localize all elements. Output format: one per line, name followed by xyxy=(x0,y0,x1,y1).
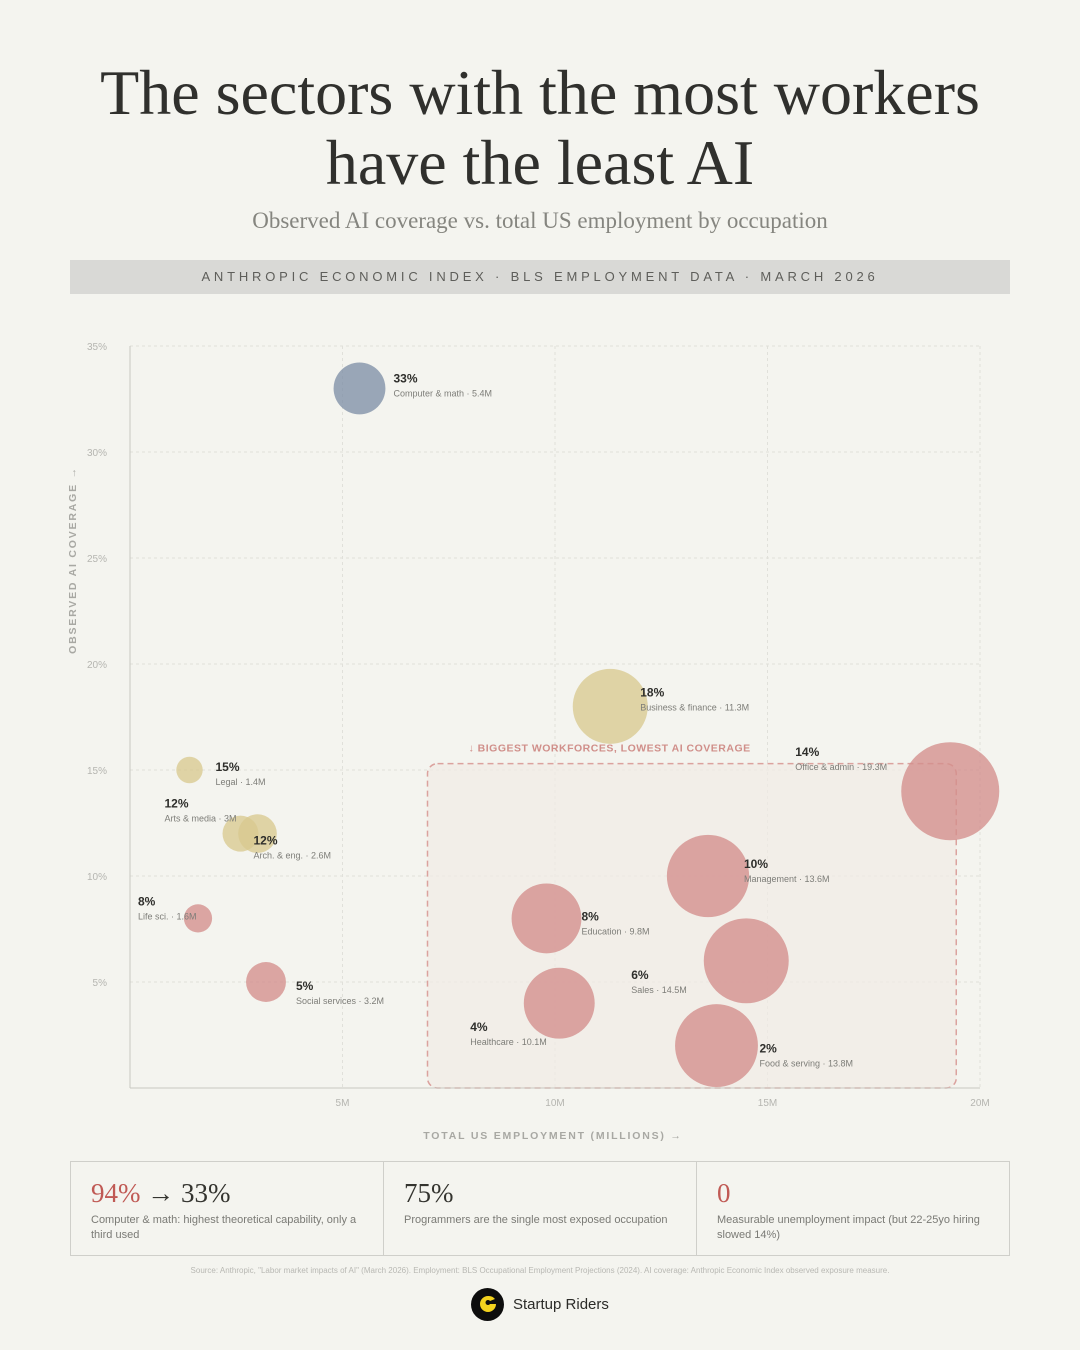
data-label-value: 18% xyxy=(640,685,664,699)
data-label-detail: Social services · 3.2M xyxy=(296,996,384,1006)
stat-description: Programmers are the single most exposed … xyxy=(404,1214,668,1226)
title-line-2: have the least AI xyxy=(325,127,755,198)
x-tick-label: 5M xyxy=(336,1098,350,1109)
data-label-value: 5% xyxy=(296,979,314,993)
bubble-sales xyxy=(703,918,789,1004)
data-label-value: 12% xyxy=(254,834,278,848)
bubble-business-finance xyxy=(572,668,648,744)
highlight-region-label: ↓ BIGGEST WORKFORCES, LOWEST AI COVERAGE xyxy=(469,743,751,755)
source-banner: ANTHROPIC ECONOMIC INDEX · BLS EMPLOYMEN… xyxy=(70,260,1010,294)
stat-value-highlight: 94% xyxy=(91,1178,141,1208)
brand[interactable]: Startup Riders xyxy=(471,1287,609,1321)
stat-value: 75% xyxy=(404,1178,676,1208)
bubble-social-services xyxy=(246,962,286,1002)
data-label-value: 8% xyxy=(138,894,156,908)
data-label-detail: Office & admin · 19.3M xyxy=(795,762,887,772)
stats-row: 94% → 33% Computer & math: highest theor… xyxy=(70,1161,1010,1256)
data-label-value: 4% xyxy=(470,1020,488,1034)
data-label-value: 10% xyxy=(744,857,768,871)
data-label-detail: Computer & math · 5.4M xyxy=(394,388,493,398)
data-label-detail: Healthcare · 10.1M xyxy=(470,1037,547,1047)
data-label-detail: Arts & media · 3M xyxy=(165,814,237,824)
stat-value-rest: 75% xyxy=(404,1178,454,1208)
data-label-value: 8% xyxy=(582,909,600,923)
brand-name: Startup Riders xyxy=(513,1295,609,1313)
startup-riders-logo-icon xyxy=(471,1287,504,1321)
data-label-detail: Food & serving · 13.8M xyxy=(760,1059,854,1069)
y-axis-title: OBSERVED AI COVERAGE → xyxy=(67,466,79,654)
data-label-value: 2% xyxy=(760,1042,778,1056)
stat-value: 0 xyxy=(717,1178,989,1208)
bubble-life-sci xyxy=(183,904,213,933)
y-tick-label: 35% xyxy=(87,342,107,353)
page-title: The sectors with the most workers have t… xyxy=(40,58,1040,198)
title-line-1: The sectors with the most workers xyxy=(100,57,980,128)
data-label-value: 14% xyxy=(795,745,819,759)
data-label-detail: Life sci. · 1.6M xyxy=(138,911,197,921)
x-tick-label: 15M xyxy=(758,1098,777,1109)
y-tick-label: 20% xyxy=(87,660,107,671)
stat-card-programmers: 75% Programmers are the single most expo… xyxy=(384,1162,697,1255)
bubble-food-serving xyxy=(675,1004,758,1088)
page-subtitle: Observed AI coverage vs. total US employ… xyxy=(252,208,828,233)
y-tick-label: 10% xyxy=(87,872,107,883)
stat-value-rest: → 33% xyxy=(140,1178,231,1208)
stat-description: Computer & math: highest theoretical cap… xyxy=(91,1214,357,1241)
bubble-arch-eng xyxy=(222,815,259,852)
data-label-detail: Education · 9.8M xyxy=(582,926,650,936)
bubble-computer-math xyxy=(333,362,386,415)
scatter-chart: ↓ BIGGEST WORKFORCES, LOWEST AI COVERAGE… xyxy=(67,342,1000,1142)
data-label-value: 33% xyxy=(394,371,418,385)
y-tick-label: 30% xyxy=(87,448,107,459)
data-label-value: 15% xyxy=(216,760,240,774)
data-label-value: 12% xyxy=(165,797,189,811)
bubble-healthcare xyxy=(523,967,595,1039)
y-tick-label: 15% xyxy=(87,766,107,777)
data-label-detail: Sales · 14.5M xyxy=(631,985,687,995)
data-label-detail: Legal · 1.4M xyxy=(216,777,266,787)
data-label-value: 6% xyxy=(631,968,649,982)
data-label-detail: Arch. & eng. · 2.6M xyxy=(254,851,332,861)
y-tick-label: 5% xyxy=(93,978,108,989)
data-label-detail: Business & finance · 11.3M xyxy=(640,702,749,712)
bubble-legal xyxy=(176,756,203,784)
x-axis-title: TOTAL US EMPLOYMENT (MILLIONS) → xyxy=(423,1130,682,1142)
bubble-education xyxy=(511,883,582,954)
x-tick-label: 10M xyxy=(545,1098,564,1109)
x-tick-label: 20M xyxy=(970,1098,989,1109)
stat-value-highlight: 0 xyxy=(717,1178,731,1208)
stat-value: 94% → 33% xyxy=(91,1178,363,1208)
y-tick-label: 25% xyxy=(87,554,107,565)
bubble-office-admin xyxy=(901,742,1000,841)
stat-card-unemployment: 0 Measurable unemployment impact (but 22… xyxy=(697,1162,1009,1255)
source-footnote: Source: Anthropic, "Labor market impacts… xyxy=(190,1266,890,1275)
stat-description: Measurable unemployment impact (but 22-2… xyxy=(717,1214,980,1241)
data-label-detail: Management · 13.6M xyxy=(744,874,830,884)
stat-card-computer-math: 94% → 33% Computer & math: highest theor… xyxy=(71,1162,384,1255)
bubble-management xyxy=(666,834,750,918)
